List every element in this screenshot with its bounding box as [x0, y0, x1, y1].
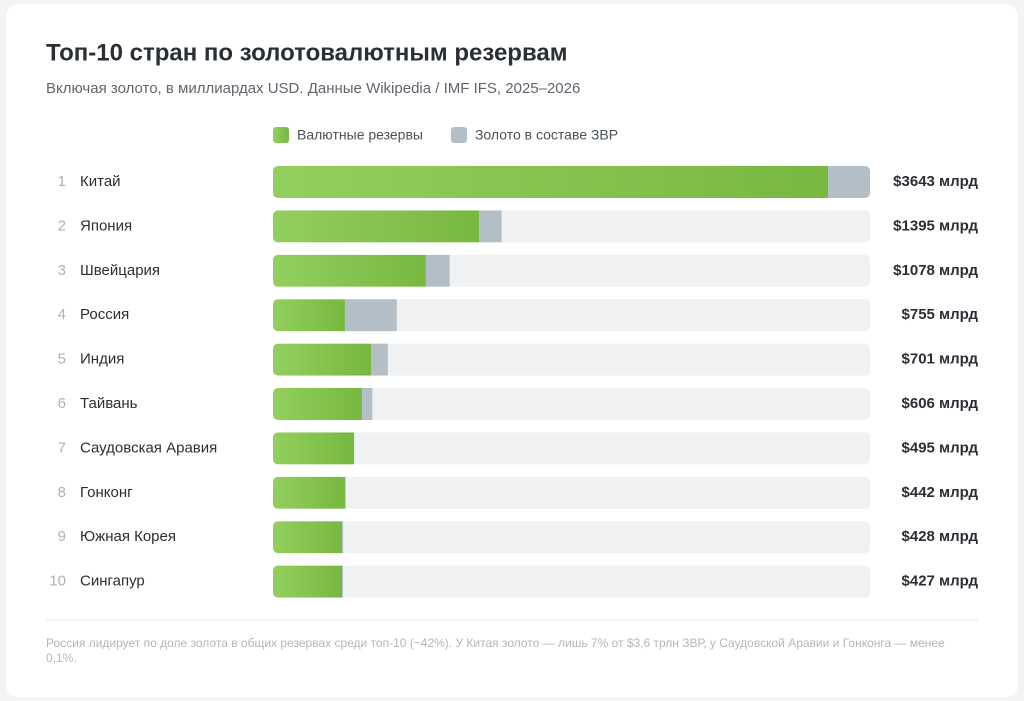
bar-segment	[273, 343, 371, 376]
legend-swatch	[450, 127, 467, 143]
bar-segment	[342, 565, 343, 598]
y-tick-label: Индия	[80, 351, 124, 368]
y-tick-label: Южная Корея	[80, 528, 176, 545]
y-tick-label: Швейцария	[80, 262, 160, 279]
rank: 3	[58, 262, 66, 279]
bar-segment	[361, 388, 373, 420]
rank: 2	[58, 217, 66, 234]
legend-swatch	[273, 127, 289, 143]
legend-label: Золото в составе ЗВР	[475, 127, 618, 143]
footnote: Россия лидирует по доле золота в общих р…	[46, 636, 945, 665]
bar-segment	[273, 476, 346, 509]
bar-segment	[273, 254, 426, 287]
track	[273, 343, 870, 376]
bar-segment	[273, 432, 355, 465]
value-label: $442 млрд	[902, 484, 979, 501]
track	[273, 299, 870, 332]
y-tick-label: Сингапур	[80, 573, 145, 590]
rank: 10	[49, 573, 66, 590]
chart-subtitle: Включая золото, в миллиардах USD. Данные…	[46, 80, 580, 97]
value-label: $427 млрд	[902, 573, 979, 590]
bar-segment	[273, 388, 362, 420]
value-label: $701 млрд	[902, 351, 979, 368]
rank: 7	[58, 439, 66, 456]
value-label: $495 млрд	[902, 439, 979, 456]
bar-segment	[425, 254, 450, 287]
rank: 5	[58, 351, 66, 368]
y-tick-label: Япония	[80, 217, 132, 234]
bar-segment	[342, 521, 344, 554]
rank: 6	[58, 395, 66, 412]
track	[273, 565, 870, 598]
value-label: $1078 млрд	[893, 262, 978, 279]
y-tick-label: Китай	[80, 173, 121, 190]
value-label: $428 млрд	[902, 528, 979, 545]
bar-segment	[478, 210, 502, 243]
track	[273, 388, 870, 420]
bar-segment	[828, 166, 870, 198]
chart-title: Топ-10 стран по золотовалютным резервам	[46, 39, 568, 66]
rank: 8	[58, 484, 66, 501]
bar-segment	[344, 299, 397, 332]
rank: 4	[58, 306, 66, 323]
track	[273, 432, 870, 465]
bar-segment	[273, 565, 343, 598]
y-tick-label: Россия	[80, 306, 129, 323]
legend-label: Валютные резервы	[297, 127, 423, 143]
value-label: $1395 млрд	[893, 217, 978, 234]
value-label: $606 млрд	[902, 395, 979, 412]
rank: 1	[58, 173, 66, 190]
bar-segment	[273, 521, 343, 554]
value-label: $755 млрд	[902, 306, 979, 323]
bar-segment	[273, 210, 479, 243]
value-label: $3643 млрд	[893, 173, 978, 190]
bar-segment	[370, 343, 388, 376]
y-tick-label: Гонконг	[80, 484, 133, 501]
rank: 9	[58, 528, 66, 545]
bar-segment	[273, 299, 345, 332]
track	[273, 476, 870, 509]
track	[273, 521, 870, 554]
bar-segment	[273, 166, 829, 198]
y-tick-label: Саудовская Аравия	[80, 439, 217, 456]
y-tick-label: Тайвань	[80, 395, 138, 412]
